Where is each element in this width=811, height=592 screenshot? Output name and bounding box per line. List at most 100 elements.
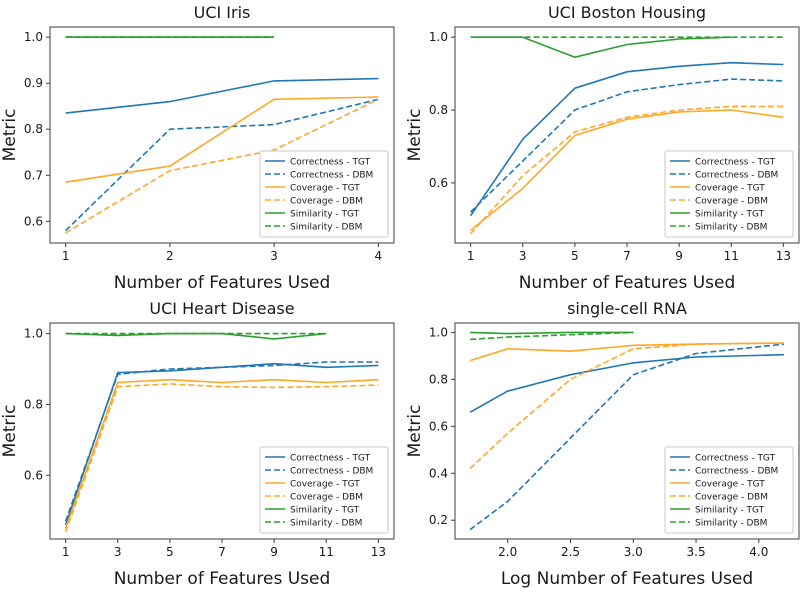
x-tick-label: 5 — [571, 249, 579, 263]
legend-label: Correctness - TGT — [290, 454, 371, 464]
series-line-similarity-tgt — [470, 36, 732, 59]
series-line-similarity-tgt — [470, 331, 634, 335]
legend-label: Similarity - DBM — [695, 223, 767, 233]
subplot-uci-boston-housing: UCI Boston Housing Number of Features Use… — [405, 0, 811, 296]
x-tick-label: 3.5 — [687, 545, 706, 559]
y-axis-label: Metric — [405, 405, 425, 458]
x-axis-label: Number of Features Used — [114, 569, 331, 589]
series-line-correctness-tgt — [469, 353, 784, 413]
legend-label: Coverage - DBM — [290, 197, 363, 207]
x-tick-label: 1 — [467, 249, 475, 263]
x-tick-label: 9 — [270, 545, 278, 559]
x-tick-label: 11 — [724, 249, 739, 263]
y-tick-label: 0.7 — [24, 168, 43, 182]
series-line-coverage-tgt — [65, 96, 379, 183]
legend-label: Coverage - TGT — [695, 184, 765, 194]
chart-title: UCI Heart Disease — [149, 299, 294, 318]
series-line-coverage-tgt — [469, 342, 784, 362]
chart-uci-iris: UCI Iris Number of Features Used Metric 1 2 3… — [0, 3, 395, 293]
legend-label: Similarity - DBM — [695, 519, 767, 529]
legend-label: Correctness - TGT — [695, 158, 776, 168]
x-tick-label: 4.0 — [749, 545, 768, 559]
y-tick-label: 0.8 — [429, 372, 448, 386]
x-tick-label: 3.0 — [624, 545, 643, 559]
legend-label: Similarity - TGT — [695, 506, 765, 516]
x-axis-label: Log Number of Features Used — [501, 569, 753, 589]
y-tick-label: 1.0 — [429, 30, 448, 44]
series-line-coverage-dbm — [64, 383, 379, 533]
x-tick-label: 2.0 — [498, 545, 517, 559]
x-tick-label: 11 — [319, 545, 334, 559]
legend-label: Similarity - TGT — [695, 210, 765, 220]
y-tick-label: 0.6 — [429, 176, 448, 190]
series-line-correctness-dbm — [469, 343, 784, 531]
series-line-correctness-tgt — [65, 77, 379, 114]
x-axis-label: Number of Features Used — [114, 273, 331, 293]
legend-label: Correctness - DBM — [695, 171, 778, 181]
legend-box — [259, 150, 389, 238]
y-tick-label: 0.8 — [429, 103, 448, 117]
series-line-coverage-dbm — [65, 98, 379, 234]
chart-title: single-cell RNA — [567, 299, 687, 318]
legend-label: Similarity - DBM — [290, 223, 362, 233]
x-tick-label: 4 — [375, 249, 383, 263]
x-tick-label: 3 — [270, 249, 278, 263]
x-axis-label: Number of Features Used — [519, 273, 736, 293]
chart-single-cell-rna: single-cell RNA Log Number of Features Us… — [405, 299, 800, 589]
y-tick-label: 0.4 — [429, 466, 448, 480]
legend-label: Coverage - DBM — [695, 197, 768, 207]
legend-label: Similarity - DBM — [290, 519, 362, 529]
legend-box — [664, 446, 794, 534]
chart-title: UCI Boston Housing — [548, 3, 706, 22]
legend-box — [664, 150, 794, 238]
legend-label: Correctness - TGT — [695, 454, 776, 464]
y-axis-label: Metric — [0, 109, 20, 162]
y-tick-label: 0.6 — [24, 468, 43, 482]
legend-label: Coverage - DBM — [695, 493, 768, 503]
x-tick-label: 9 — [675, 249, 683, 263]
x-tick-label: 13 — [371, 545, 386, 559]
subplot-uci-iris: UCI Iris Number of Features Used Metric 1 2 3… — [0, 0, 405, 296]
legend-box — [259, 446, 389, 534]
subplot-uci-heart-disease: UCI Heart Disease Number of Features Used… — [0, 296, 405, 592]
subplot-single-cell-rna: single-cell RNA Log Number of Features Us… — [405, 296, 811, 592]
series-line-similarity-dbm — [470, 331, 634, 341]
x-tick-label: 7 — [218, 545, 226, 559]
series-line-coverage-dbm — [469, 342, 784, 470]
axes-frame — [49, 26, 395, 244]
legend-label: Correctness - DBM — [290, 467, 373, 477]
legend-label: Correctness - DBM — [695, 467, 778, 477]
y-tick-label: 0.2 — [429, 513, 448, 527]
legend-label: Coverage - TGT — [695, 480, 765, 490]
series-line-correctness-tgt — [469, 61, 784, 217]
x-tick-label: 13 — [776, 249, 791, 263]
x-tick-label: 1 — [62, 545, 70, 559]
legend-label: Coverage - DBM — [290, 493, 363, 503]
legend-label: Correctness - DBM — [290, 171, 373, 181]
legend-label: Correctness - TGT — [290, 158, 371, 168]
y-tick-label: 0.9 — [24, 76, 43, 90]
y-tick-label: 0.8 — [24, 122, 43, 136]
chart-uci-heart-disease: UCI Heart Disease Number of Features Used… — [0, 299, 395, 589]
y-tick-label: 0.6 — [429, 419, 448, 433]
series-line-correctness-dbm — [470, 78, 784, 213]
chart-uci-boston-housing: UCI Boston Housing Number of Features Use… — [405, 3, 800, 293]
y-axis-label: Metric — [405, 109, 425, 162]
x-tick-label: 3 — [519, 249, 527, 263]
legend-label: Coverage - TGT — [290, 184, 360, 194]
legend-label: Coverage - TGT — [290, 480, 360, 490]
legend-label: Similarity - TGT — [290, 210, 360, 220]
x-tick-label: 2 — [166, 249, 174, 263]
series-line-coverage-dbm — [470, 105, 784, 235]
x-tick-label: 5 — [166, 545, 174, 559]
x-tick-label: 1 — [62, 249, 70, 263]
axes-frame — [454, 322, 800, 540]
series-line-correctness-dbm — [65, 98, 379, 232]
y-tick-label: 1.0 — [24, 30, 43, 44]
series-line-coverage-tgt — [64, 378, 379, 529]
series-line-coverage-tgt — [470, 109, 784, 231]
x-tick-label: 2.5 — [561, 545, 580, 559]
y-tick-label: 0.6 — [24, 214, 43, 228]
y-tick-label: 0.8 — [24, 397, 43, 411]
